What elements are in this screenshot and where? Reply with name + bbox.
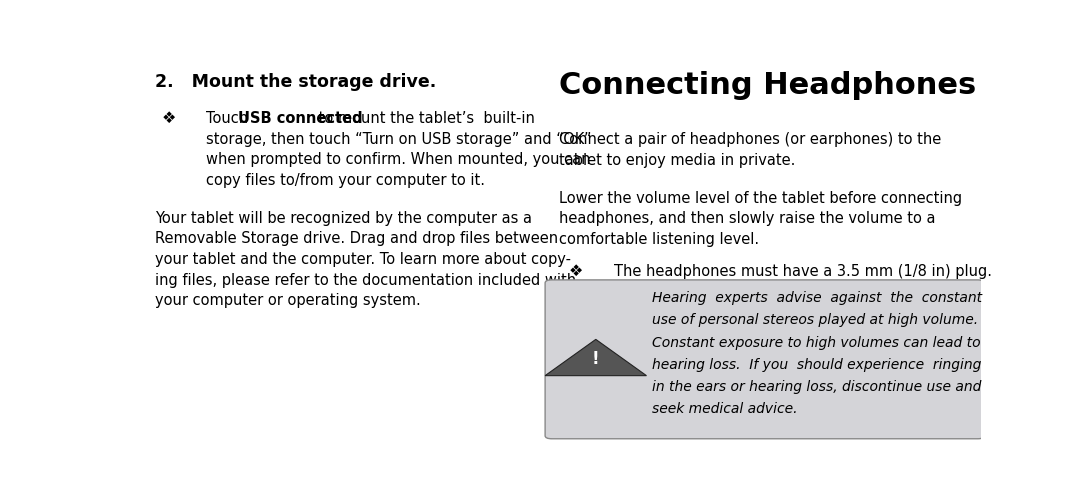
Text: Connect a pair of headphones (or earphones) to the: Connect a pair of headphones (or earphon… (559, 132, 941, 147)
Text: to mount the tablet’s  built-in: to mount the tablet’s built-in (314, 111, 534, 126)
Text: your tablet and the computer. To learn more about copy-: your tablet and the computer. To learn m… (155, 252, 571, 267)
Text: storage, then touch “Turn on USB storage” and “OK”: storage, then touch “Turn on USB storage… (206, 132, 591, 147)
Text: 2.   Mount the storage drive.: 2. Mount the storage drive. (155, 73, 436, 91)
Text: ing files, please refer to the documentation included with: ing files, please refer to the documenta… (155, 273, 576, 288)
Text: when prompted to confirm. When mounted, you can: when prompted to confirm. When mounted, … (206, 152, 590, 167)
Text: your computer or operating system.: your computer or operating system. (155, 293, 421, 308)
Text: Touch: Touch (206, 111, 252, 126)
Text: tablet to enjoy media in private.: tablet to enjoy media in private. (559, 153, 795, 168)
Text: ❖: ❖ (569, 297, 583, 312)
Text: in the ears or hearing loss, discontinue use and: in the ears or hearing loss, discontinue… (652, 380, 981, 394)
Text: USB connected: USB connected (238, 111, 362, 126)
Text: Removable Storage drive. Drag and drop files between: Removable Storage drive. Drag and drop f… (155, 231, 558, 247)
Text: hearing loss.  If you  should experience  ringing: hearing loss. If you should experience r… (652, 358, 981, 372)
Text: seek medical advice.: seek medical advice. (652, 402, 797, 416)
Text: use of personal stereos played at high volume.: use of personal stereos played at high v… (652, 313, 978, 327)
Text: Your tablet will be recognized by the computer as a: Your tablet will be recognized by the co… (155, 211, 532, 226)
Text: will be disabled automatically.: will be disabled automatically. (614, 318, 835, 333)
Text: !: ! (592, 350, 600, 368)
Text: copy files to/from your computer to it.: copy files to/from your computer to it. (206, 173, 485, 188)
Text: Lower the volume level of the tablet before connecting: Lower the volume level of the tablet bef… (559, 190, 961, 205)
Text: ❖: ❖ (569, 264, 583, 279)
Text: ❖: ❖ (161, 111, 175, 126)
Text: Connecting Headphones: Connecting Headphones (559, 71, 976, 100)
FancyBboxPatch shape (545, 280, 984, 439)
Text: Hearing  experts  advise  against  the  constant: Hearing experts advise against the const… (652, 291, 982, 306)
Polygon shape (545, 339, 646, 375)
Text: comfortable listening level.: comfortable listening level. (559, 232, 759, 247)
Text: The headphones must have a 3.5 mm (1/8 in) plug.: The headphones must have a 3.5 mm (1/8 i… (614, 264, 992, 279)
Text: headphones, and then slowly raise the volume to a: headphones, and then slowly raise the vo… (559, 211, 935, 226)
Text: When headphones are connected, speaker output: When headphones are connected, speaker o… (614, 297, 981, 312)
Text: Constant exposure to high volumes can lead to: Constant exposure to high volumes can le… (652, 336, 980, 350)
